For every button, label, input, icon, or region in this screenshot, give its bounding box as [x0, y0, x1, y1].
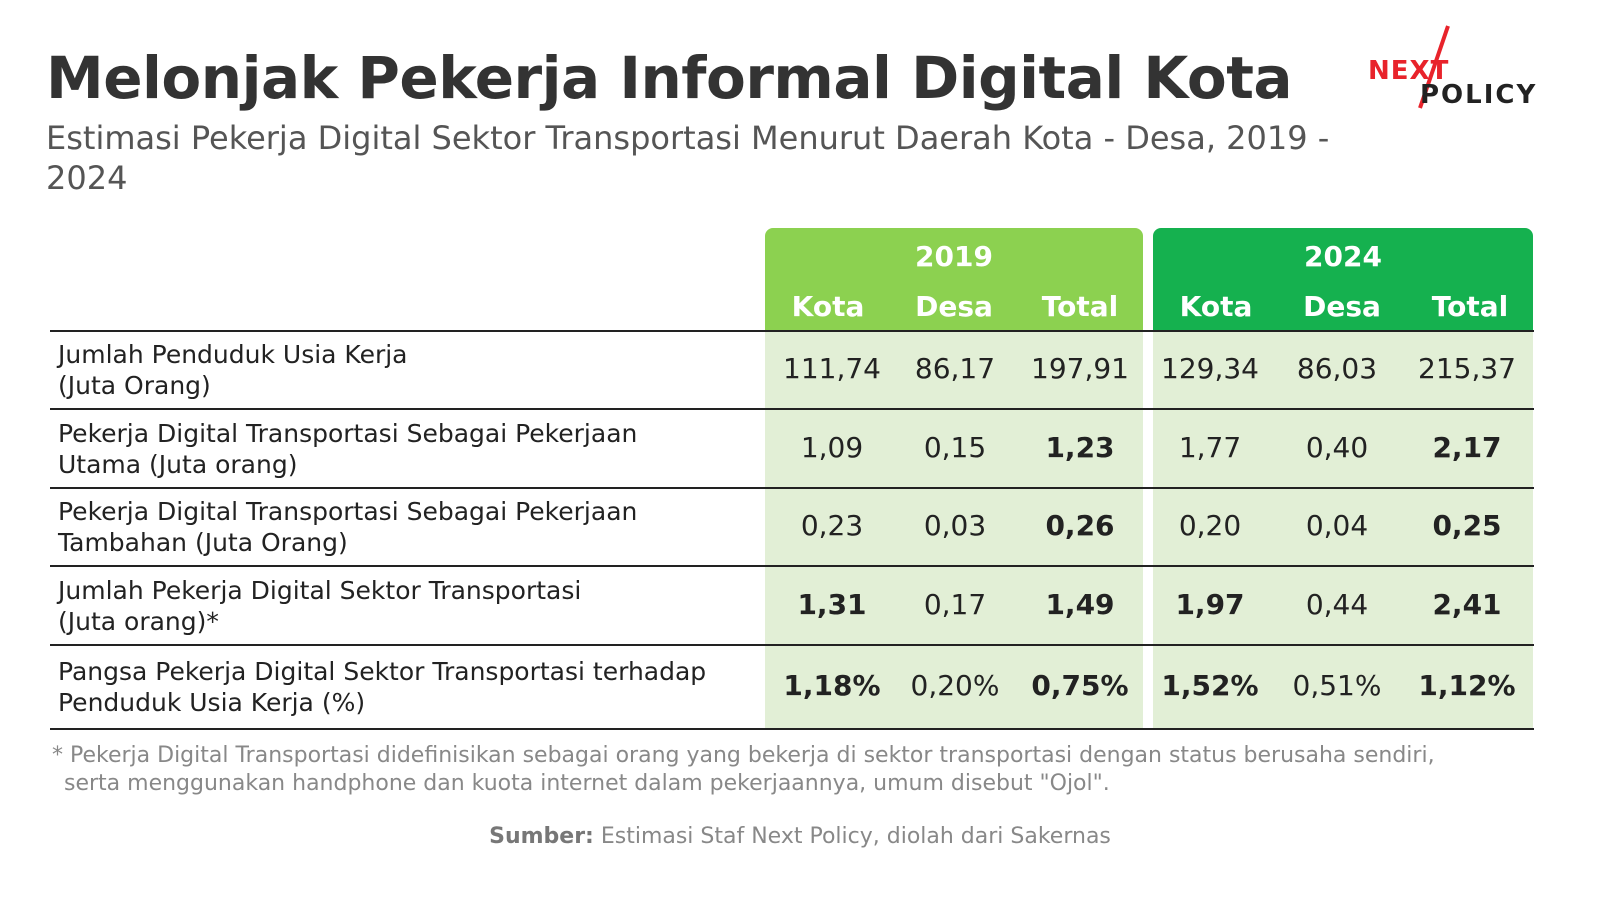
- table-cell: 1,49: [1045, 587, 1115, 621]
- table-cell: 0,17: [923, 587, 987, 621]
- row-label-line: Pekerja Digital Transportasi Sebagai Pek…: [58, 418, 638, 448]
- table-cell: 1,77: [1178, 430, 1242, 464]
- logo-slash-icon: [1418, 25, 1450, 109]
- table-cell: 1,18%: [783, 669, 881, 702]
- table-cell: 86,03: [1296, 352, 1378, 385]
- table-cell: 111,74: [783, 352, 881, 385]
- table-cell: 0,44: [1305, 587, 1369, 621]
- table-cell: 129,34: [1161, 352, 1259, 385]
- table-cell: 0,25: [1432, 509, 1502, 542]
- table-cell: 1,09: [800, 430, 864, 464]
- table-cell: 86,17: [914, 352, 996, 385]
- table-cell: 0,04: [1305, 509, 1369, 542]
- row-divider: [50, 330, 1534, 332]
- row-divider: [50, 487, 1534, 489]
- row-label-line: (Juta Orang): [58, 371, 211, 400]
- footnote: * Pekerja Digital Transportasi didefinis…: [52, 742, 1552, 798]
- table-cell: 1,12%: [1418, 669, 1516, 702]
- header-group-2019: 2019 Kota Desa Total: [765, 228, 1143, 331]
- header-col-desa-2024: Desa: [1303, 290, 1381, 323]
- source-note: Sumber: Estimasi Staf Next Policy, diola…: [0, 824, 1600, 849]
- next-policy-logo: NEXT POLICY: [1368, 22, 1568, 117]
- header-col-kota-2024: Kota: [1179, 290, 1253, 323]
- row-label: Pekerja Digital Transportasi Sebagai Pek…: [58, 418, 758, 480]
- row-label: Pekerja Digital Transportasi Sebagai Pek…: [58, 496, 758, 558]
- table-cell: 0,20%: [910, 669, 1000, 702]
- table-cell: 1,31: [797, 587, 867, 621]
- header-col-desa-2019: Desa: [915, 290, 993, 323]
- row-label-line: (Juta orang)*: [58, 606, 219, 636]
- header-col-total-2019: Total: [1041, 290, 1119, 323]
- table-cell: 2,17: [1432, 430, 1502, 464]
- row-label-line: Jumlah Penduduk Usia Kerja: [58, 340, 408, 369]
- table-cell: 1,52%: [1161, 669, 1259, 702]
- logo-text-policy: POLICY: [1420, 80, 1538, 110]
- table-cell: 0,03: [923, 509, 987, 542]
- row-label: Pangsa Pekerja Digital Sektor Transporta…: [58, 656, 758, 718]
- table-cell: 1,23: [1045, 430, 1115, 464]
- page-title: Melonjak Pekerja Informal Digital Kota: [46, 44, 1293, 112]
- row-label: Jumlah Penduduk Usia Kerja (Juta Orang): [58, 339, 758, 401]
- row-label-line: Tambahan (Juta Orang): [58, 528, 348, 557]
- row-divider: [50, 728, 1534, 730]
- footnote-line-2: serta menggunakan handphone dan kuota in…: [64, 771, 1110, 796]
- header-year-2024: 2024: [1304, 240, 1382, 273]
- row-label-line: Pekerja Digital Transportasi Sebagai Pek…: [58, 497, 638, 526]
- table-cell: 0,75%: [1031, 669, 1129, 702]
- table-cell: 215,37: [1418, 352, 1516, 385]
- table-cell: 0,15: [923, 430, 987, 464]
- footnote-line-1: * Pekerja Digital Transportasi didefinis…: [52, 743, 1435, 768]
- source-text: Estimasi Staf Next Policy, diolah dari S…: [593, 824, 1111, 849]
- row-label-line: Jumlah Pekerja Digital Sektor Transporta…: [58, 575, 582, 605]
- table-cell: 2,41: [1432, 587, 1502, 621]
- header-col-kota-2019: Kota: [791, 290, 865, 323]
- row-label-line: Pangsa Pekerja Digital Sektor Transporta…: [58, 657, 707, 686]
- header-year-2019: 2019: [915, 240, 993, 273]
- column-group-2019-body: [765, 331, 1143, 729]
- row-label-line: Penduduk Usia Kerja (%): [58, 688, 366, 717]
- row-label: Jumlah Pekerja Digital Sektor Transporta…: [58, 575, 758, 637]
- table-cell: 0,40: [1305, 430, 1369, 464]
- table-cell: 0,23: [800, 509, 864, 542]
- row-divider: [50, 408, 1534, 410]
- row-divider: [50, 644, 1534, 646]
- column-group-2024-body: [1153, 331, 1533, 729]
- row-divider: [50, 565, 1534, 567]
- table-cell: 197,91: [1031, 352, 1129, 385]
- header-group-2024: 2024 Kota Desa Total: [1153, 228, 1533, 331]
- page-subtitle: Estimasi Pekerja Digital Sektor Transpor…: [46, 119, 1330, 197]
- logo-text-next: NEXT: [1368, 56, 1450, 86]
- row-label-line: Utama (Juta orang): [58, 449, 298, 479]
- source-label: Sumber:: [489, 824, 594, 849]
- table-cell: 0,26: [1045, 509, 1115, 542]
- table-cell: 1,97: [1175, 587, 1245, 621]
- table-cell: 0,20: [1178, 509, 1242, 542]
- table-cell: 0,51%: [1292, 669, 1382, 702]
- header-col-total-2024: Total: [1431, 290, 1509, 323]
